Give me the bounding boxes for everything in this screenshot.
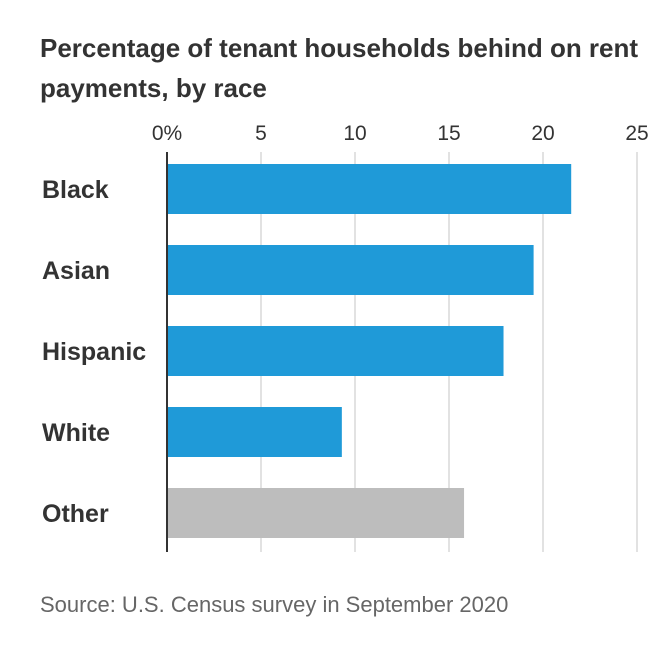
x-axis-tick-labels: 0% 5 10 15 20 25 [152, 122, 649, 145]
bars [167, 164, 572, 538]
x-tick-label: 10 [343, 122, 366, 145]
bar-hispanic [167, 326, 504, 376]
category-label: White [42, 419, 110, 447]
x-tick-label: 0% [152, 122, 182, 145]
bar-other [167, 488, 465, 538]
category-label: Asian [42, 257, 110, 285]
bar-black [167, 164, 572, 214]
category-label: Hispanic [42, 338, 146, 366]
bar-chart: 0% 5 10 15 20 25 Black Asian Hispanic White Other [42, 122, 649, 552]
bar-white [167, 407, 342, 457]
x-tick-label: 25 [625, 122, 648, 145]
source-note: Source: U.S. Census survey in September … [40, 592, 509, 617]
category-label: Other [42, 500, 109, 528]
category-labels: Black Asian Hispanic White Other [42, 176, 146, 528]
chart-title: Percentage of tenant households behind o… [40, 33, 639, 103]
category-label: Black [42, 176, 109, 204]
x-tick-label: 20 [531, 122, 554, 145]
x-tick-label: 15 [437, 122, 460, 145]
bar-asian [167, 245, 534, 295]
x-tick-label: 5 [255, 122, 267, 145]
